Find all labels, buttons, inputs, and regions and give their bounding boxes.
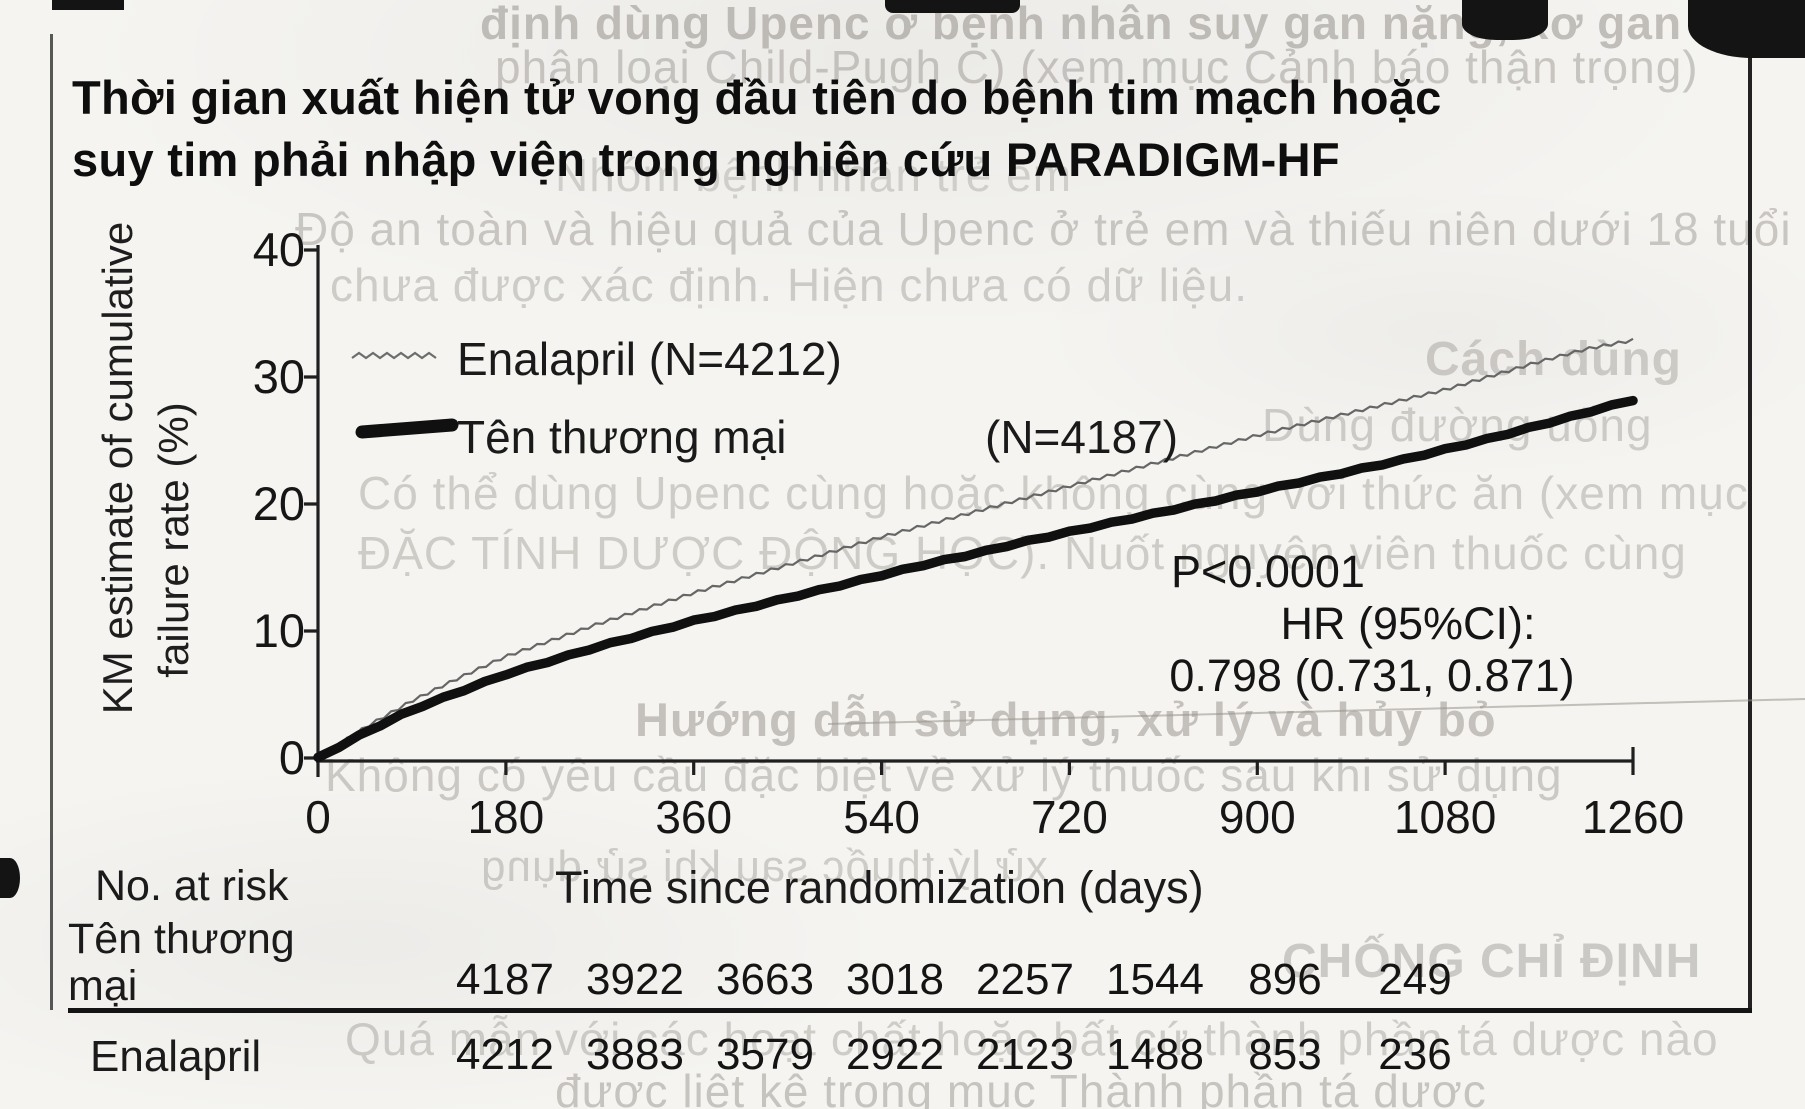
legend-entry-trade-name-n: (N=4187) [985, 411, 1179, 463]
scan-fold-line [827, 698, 1805, 725]
risk-table-header: No. at risk [95, 862, 289, 910]
bleed-through-text: Không có yêu cầu đặc biệt về xử lý thuốc… [325, 749, 1563, 801]
bleed-through-text: Nhóm bệnh nhân trẻ em [555, 149, 1073, 201]
risk-row-enalapril-label: Enalapril [90, 1032, 262, 1081]
risk-value: 2123 [976, 1030, 1074, 1079]
risk-value: 4187 [456, 955, 554, 1004]
risk-value: 4212 [456, 1030, 554, 1079]
bleed-through-text: Quá mẫn với các hoạt chất hoặc bất cứ th… [345, 1013, 1719, 1065]
figure-left-border [50, 34, 53, 1010]
trade-name-legend-marker-icon [355, 418, 459, 439]
x-tick-label: 720 [1031, 791, 1108, 843]
figure-right-border [1748, 56, 1752, 1012]
bleed-through-text: Hướng dẫn sử dụng, xử lý và hủy bỏ [635, 693, 1497, 746]
x-axis-label: Time since randomization (days) [555, 862, 1204, 913]
risk-value: 2257 [976, 955, 1074, 1004]
bleed-through-text: CHỐNG CHỈ ĐỊNH [1282, 935, 1702, 988]
risk-value: 3579 [716, 1030, 814, 1079]
chart-title-line1: Thời gian xuất hiện tử vong đầu tiên do … [72, 71, 1442, 124]
x-tick-label: 180 [467, 791, 545, 843]
x-tick-label: 360 [655, 791, 733, 843]
risk-value: 3922 [586, 955, 684, 1004]
scan-smudge [52, 0, 124, 10]
p-value-annotation: P<0.0001 [1171, 546, 1365, 597]
x-tick-label: 1260 [1581, 791, 1685, 843]
hazard-ratio-label: HR (95%CI): [1280, 598, 1536, 649]
plot-axes [304, 245, 1635, 777]
risk-value: 3883 [586, 1030, 684, 1079]
scan-smudge [1688, 0, 1805, 58]
legend-entry-enalapril: Enalapril (N=4212) [457, 333, 842, 385]
trade-name-curve [313, 395, 1638, 763]
y-tick-label: 20 [252, 477, 305, 530]
risk-value: 1488 [1106, 1030, 1204, 1079]
bleed-through-text: phân loại Child-Pugh C) (xem mục Cảnh bá… [495, 41, 1699, 93]
risk-row-trade-name-label-line1: Tên thương [68, 915, 295, 963]
x-tick-label: 1080 [1393, 791, 1497, 843]
chart-title-line2: suy tim phải nhập viện trong nghiên cứu … [72, 133, 1340, 186]
bleed-through-text: ĐẶC TÍNH DƯỢC ĐỘNG HỌC). Nuốt nguyên viê… [358, 527, 1687, 579]
bleed-through-text: định dùng Upenc ở bệnh nhân suy gan nặng… [480, 0, 1805, 49]
scan-smudge [885, 0, 1020, 13]
figure-bottom-rule [68, 1008, 1752, 1013]
hazard-ratio-value: 0.798 (0.731, 0.871) [1169, 650, 1575, 701]
x-tick-label: 540 [843, 791, 920, 843]
risk-value: 236 [1378, 1030, 1452, 1079]
risk-value: 3663 [716, 955, 814, 1004]
scan-smudge [1462, 0, 1548, 40]
bleed-through-text: chưa được xác định. Hiện chưa có dữ liệu… [330, 259, 1248, 311]
risk-value: 853 [1248, 1030, 1322, 1079]
risk-row-trade-name-label-line2: mại [68, 962, 138, 1010]
risk-value: 3018 [846, 955, 944, 1004]
y-axis-label-line1: KM estimate of cumulative [94, 221, 141, 715]
bleed-through-text: Có thể dùng Upenc cùng hoặc không cùng v… [358, 467, 1749, 519]
bleed-through-text: được liệt kê trong mục Thành phần tá dượ… [555, 1065, 1487, 1109]
risk-value: 2922 [846, 1030, 944, 1079]
risk-value: 249 [1378, 955, 1452, 1004]
y-tick-label: 30 [252, 350, 305, 403]
enalapril-curve [317, 337, 1634, 758]
legend-entry-trade-name: Tên thương mại [457, 411, 787, 463]
y-tick-label: 40 [252, 223, 305, 276]
y-tick-label: 0 [278, 731, 305, 784]
enalapril-legend-marker-icon [351, 351, 437, 360]
scan-smudge [0, 858, 20, 898]
y-tick-label: 10 [252, 604, 305, 657]
bleed-through-text: Độ an toàn và hiệu quả của Upenc ở trẻ e… [295, 203, 1792, 255]
x-tick-label: 900 [1218, 791, 1296, 843]
risk-value: 896 [1248, 955, 1322, 1004]
x-tick-label: 0 [305, 791, 331, 843]
risk-value: 1544 [1106, 955, 1204, 1004]
y-axis-label-line2: failure rate (%) [150, 402, 197, 678]
